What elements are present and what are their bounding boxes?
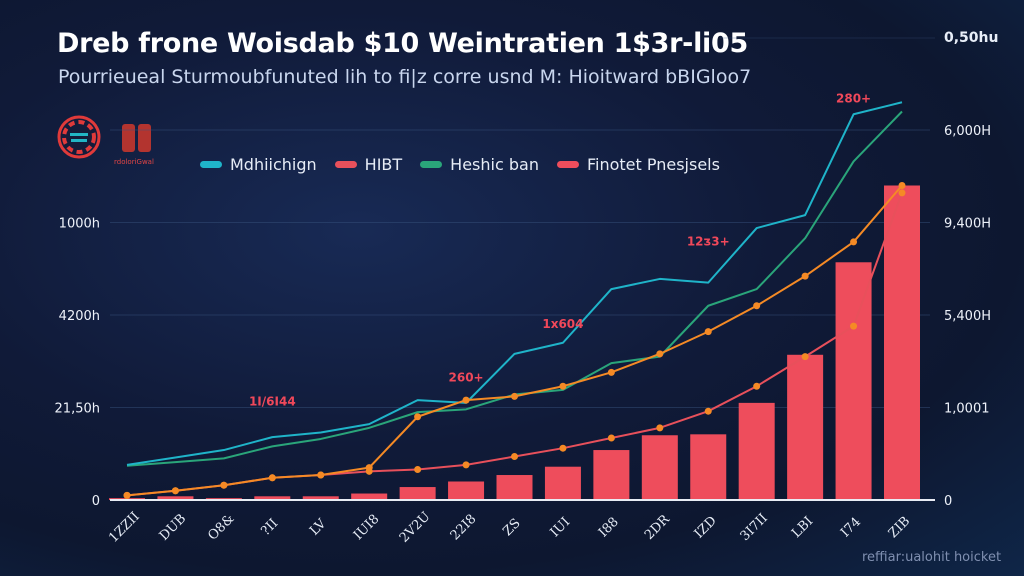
series-line-mdhiichign [126, 101, 903, 466]
data-annotation: 12ᴣ3+ [687, 235, 730, 249]
bar[interactable] [835, 262, 872, 500]
bar[interactable] [884, 185, 920, 501]
bar[interactable] [157, 496, 194, 500]
legend-swatch-icon [200, 161, 222, 168]
data-point-marker[interactable] [753, 302, 761, 310]
x-axis-tick-label: O8& [205, 511, 237, 543]
data-annotation: 1x604 [542, 317, 583, 331]
data-point-marker[interactable] [511, 392, 518, 400]
chart-legend: Mdhiichign HIBT Heshic ban Finotet Pnesj… [200, 155, 720, 174]
data-point-marker[interactable] [704, 407, 712, 415]
legend-label: HIBT [364, 155, 403, 174]
x-axis-tick-label: IUI8 [351, 512, 382, 543]
emblem-logo-icon: rdoloriGwal [56, 111, 166, 166]
data-point-marker[interactable] [414, 465, 422, 473]
data-point-marker[interactable] [607, 434, 615, 442]
x-axis-tick-label: ZS [500, 516, 523, 539]
bar[interactable] [399, 487, 436, 500]
data-point-marker[interactable] [656, 424, 664, 432]
x-axis-tick-label: 2DR [642, 511, 674, 543]
bar[interactable] [738, 402, 775, 500]
top-right-axis-label: 0,50hu [944, 30, 999, 46]
right-axis-tick-label: 5,400H [944, 309, 991, 324]
data-point-marker[interactable] [753, 382, 761, 390]
data-point-marker[interactable] [898, 189, 906, 197]
data-point-marker[interactable] [462, 396, 470, 404]
bar[interactable] [448, 481, 485, 501]
legend-item[interactable]: Finotet Pnesjsels [556, 155, 720, 174]
legend-label: Heshic ban [450, 155, 539, 174]
left-axis-tick-label: 1000h [59, 217, 100, 232]
bar[interactable] [302, 496, 339, 500]
data-point-marker[interactable] [123, 491, 131, 499]
x-axis-tick-label: ?II [258, 516, 281, 539]
data-point-marker[interactable] [171, 487, 179, 495]
data-point-marker[interactable] [511, 453, 518, 461]
data-annotation: 280+ [836, 91, 871, 105]
bar[interactable] [544, 466, 581, 500]
data-point-marker[interactable] [850, 238, 858, 246]
data-point-marker[interactable] [801, 353, 809, 361]
legend-item[interactable]: Heshic ban [420, 155, 539, 174]
data-point-marker[interactable] [704, 328, 712, 336]
data-point-marker[interactable] [414, 413, 422, 421]
legend-swatch-icon [334, 161, 357, 168]
x-axis-tick-label: IUI [548, 515, 574, 541]
x-axis-tick-label: I88 [596, 515, 622, 541]
data-point-marker[interactable] [365, 464, 373, 472]
data-point-marker[interactable] [559, 382, 567, 390]
legend-swatch-icon [420, 161, 443, 168]
bar[interactable] [593, 450, 630, 500]
bar[interactable] [641, 435, 678, 500]
series-line-hibt [126, 192, 903, 497]
data-annotation: 260+ [449, 371, 484, 385]
data-annotation: 1I/6I44 [249, 395, 296, 409]
legend-item[interactable]: Mdhiichign [200, 155, 317, 174]
x-axis-tick-label: IZD [692, 514, 720, 542]
legend-label: Finotet Pnesjsels [586, 155, 720, 174]
right-axis-tick-label: 6,000H [944, 124, 991, 139]
series-line-orange-trend [126, 184, 903, 497]
x-axis-tick-label: I74 [838, 515, 864, 541]
bar[interactable] [254, 496, 291, 500]
data-point-marker[interactable] [656, 350, 664, 358]
legend-label: Mdhiichign [230, 155, 317, 174]
data-point-marker[interactable] [317, 471, 325, 479]
chart-subtitle: Pourrieueal Sturmoubfunuted lih to fi|z … [58, 66, 752, 88]
x-axis-tick-label: 1ZZII [106, 509, 142, 545]
right-axis-tick-label: 1,0001 [944, 402, 990, 417]
data-point-marker[interactable] [898, 182, 906, 189]
bar[interactable] [351, 493, 388, 500]
logo-caption: rdoloriGwal [114, 158, 154, 166]
x-axis-tick-label: DUB [157, 511, 189, 543]
left-axis-tick-label: 0 [92, 494, 100, 509]
data-point-marker[interactable] [607, 368, 615, 376]
bar[interactable] [787, 354, 824, 500]
x-axis-tick-label: 3I7II [738, 511, 771, 544]
left-axis-tick-label: 4200h [59, 309, 100, 324]
bar[interactable] [496, 475, 533, 500]
right-axis-tick-label: 0 [944, 494, 952, 509]
x-axis-tick-label: 2V2U [397, 509, 434, 546]
data-point-marker[interactable] [268, 474, 276, 482]
bar[interactable] [690, 434, 727, 500]
left-axis-tick-label: 21,50h [55, 402, 100, 417]
data-point-marker[interactable] [462, 461, 470, 469]
x-axis-tick-label: LV [307, 516, 330, 539]
data-point-marker[interactable] [850, 322, 858, 330]
right-axis-tick-label: 9,400H [944, 217, 991, 232]
data-point-marker[interactable] [220, 481, 228, 489]
data-point-marker[interactable] [559, 444, 567, 452]
x-axis-tick-label: ZIB [886, 514, 913, 541]
data-point-marker[interactable] [801, 272, 809, 280]
legend-item[interactable]: HIBT [334, 155, 403, 174]
watermark: reffiar:ualohit hoicket [862, 550, 1002, 565]
x-axis-tick-label: 22I8 [448, 512, 480, 544]
x-axis-tick-label: LBI [789, 514, 816, 541]
chart-title: Dreb frone Woisdab $10 Weintratien 1$3r-… [57, 28, 748, 59]
legend-swatch-icon [556, 161, 579, 168]
